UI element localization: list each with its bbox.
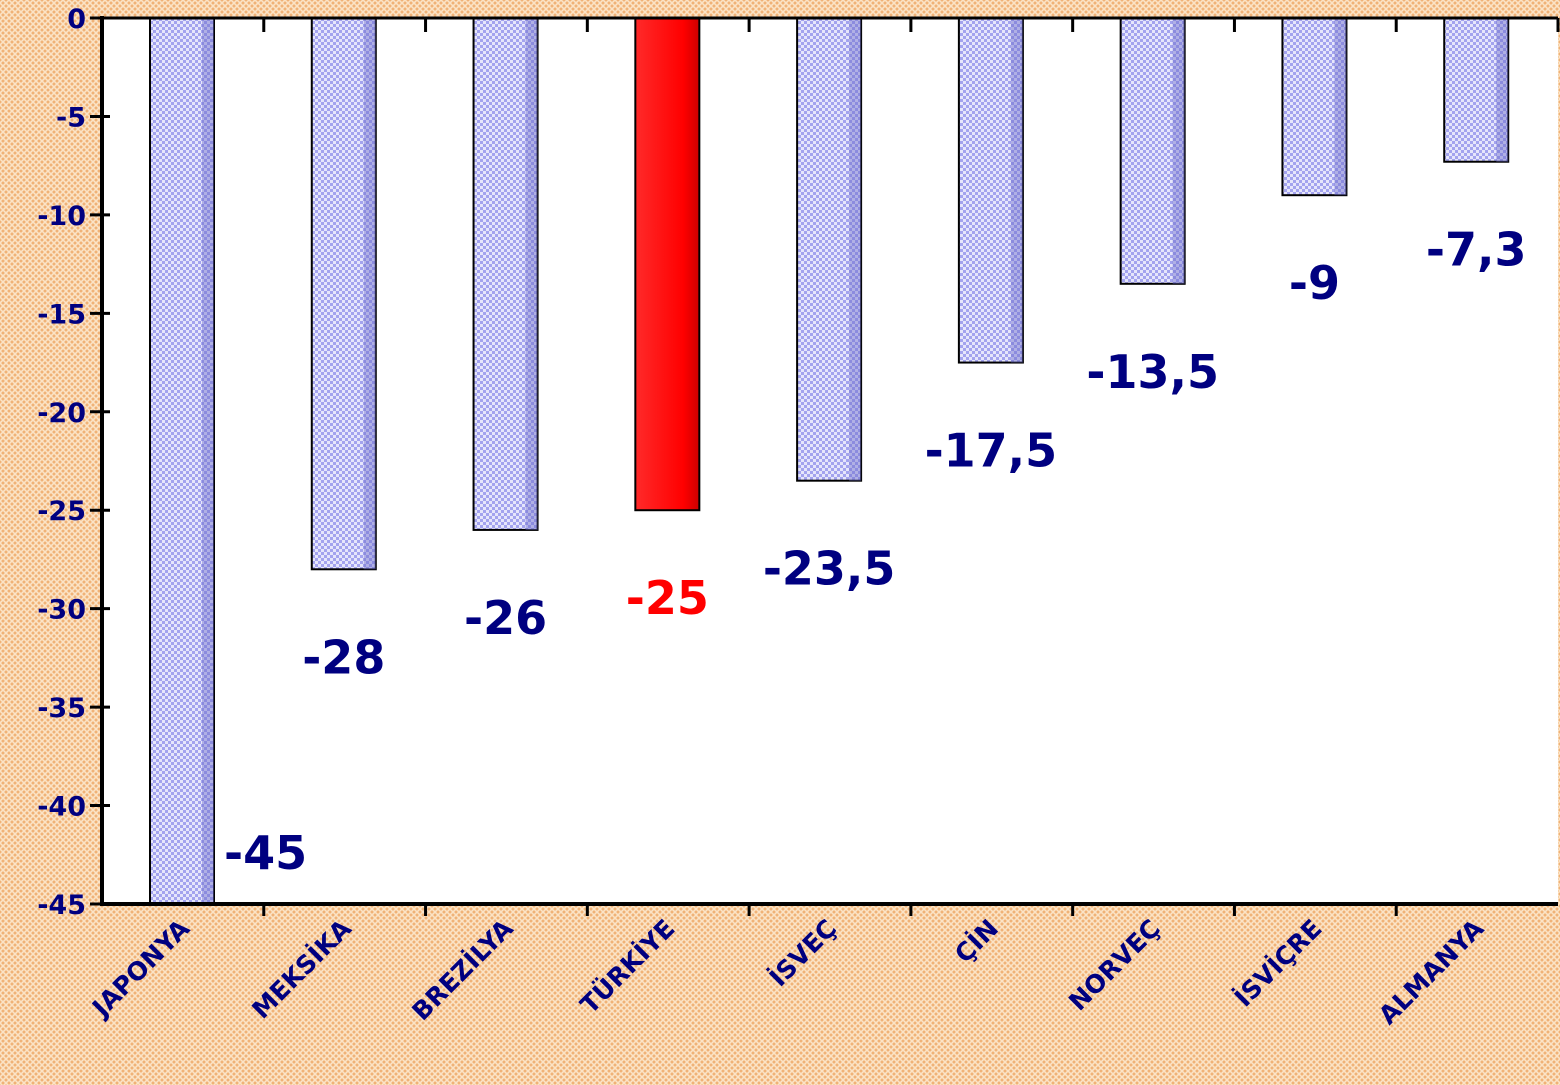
bar-0	[149, 17, 215, 905]
bar-rect	[634, 17, 701, 512]
y-tick-label: -20	[37, 398, 86, 429]
value-label: -45	[224, 826, 307, 880]
value-label: -26	[464, 591, 547, 645]
bar-rect	[310, 17, 377, 571]
category-label: NORVEÇ	[1063, 914, 1166, 1017]
bar-8	[1443, 17, 1510, 163]
bar-1	[310, 17, 377, 571]
bar-shade	[1496, 18, 1509, 162]
bar-rect	[1281, 17, 1348, 197]
category-label: ALMANYA	[1373, 913, 1490, 1030]
category-label: TÜRKİYE	[574, 913, 680, 1019]
value-label: -25	[626, 571, 709, 625]
value-label: -23,5	[763, 542, 896, 596]
value-label: -13,5	[1086, 345, 1219, 399]
bar-rect	[149, 17, 215, 905]
bar-2	[472, 17, 539, 531]
bar-5	[957, 17, 1024, 364]
bar-shade	[1010, 18, 1023, 363]
bar-shade	[202, 18, 214, 904]
category-label: İSVEÇ	[763, 913, 842, 992]
category-label: BREZİLYA	[406, 913, 520, 1027]
y-tick-label: -45	[37, 890, 86, 921]
category-label: JAPONYA	[85, 913, 195, 1023]
bar-7	[1281, 17, 1348, 197]
category-label: İSVİÇRE	[1228, 913, 1327, 1012]
bar-rect	[472, 17, 539, 531]
y-tick-label: -35	[37, 693, 86, 724]
bar-rect	[1443, 17, 1510, 163]
y-tick-label: 0	[67, 4, 86, 35]
bar-shade	[1172, 18, 1185, 284]
y-tick-label: -15	[37, 299, 86, 330]
y-tick-label: -25	[37, 496, 86, 527]
value-label: -9	[1289, 256, 1340, 310]
bar-rect	[796, 17, 863, 482]
category-label: MEKSİKA	[246, 913, 358, 1025]
bar-rect	[1119, 17, 1186, 285]
value-label: -17,5	[925, 424, 1058, 478]
y-tick-label: -10	[37, 201, 86, 232]
bar-shade	[363, 18, 376, 570]
bars	[149, 17, 1510, 905]
bar-shade	[849, 18, 862, 481]
bar-4	[796, 17, 863, 482]
axes	[90, 16, 1560, 916]
bar-3	[634, 17, 701, 512]
y-tick-label: -40	[37, 792, 86, 823]
value-label: -28	[302, 630, 385, 684]
y-tick-label: -30	[37, 595, 86, 626]
value-label: -7,3	[1426, 223, 1527, 277]
category-label: ÇİN	[948, 913, 1004, 969]
bar-shade	[525, 18, 538, 530]
bar-6	[1119, 17, 1186, 285]
bar-shade	[1334, 18, 1347, 196]
bar-rect	[957, 17, 1024, 364]
y-tick-label: -5	[56, 102, 86, 133]
